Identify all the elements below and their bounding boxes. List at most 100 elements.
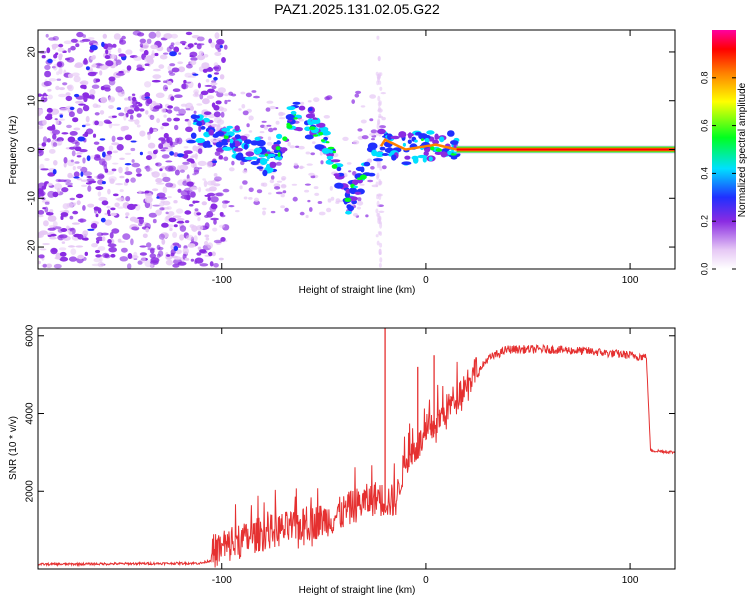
spectral-blob bbox=[227, 99, 231, 102]
spectral-blob bbox=[371, 149, 378, 157]
spectral-blob bbox=[226, 125, 233, 129]
spectral-blob bbox=[76, 178, 83, 181]
spectral-blob bbox=[40, 168, 49, 171]
spectral-blob bbox=[84, 251, 89, 256]
spectral-blob bbox=[204, 222, 210, 230]
spectral-blob bbox=[174, 41, 181, 46]
spectral-blob bbox=[170, 96, 175, 101]
spectral-blob bbox=[318, 131, 324, 136]
spectral-blob bbox=[377, 215, 381, 221]
spectral-blob bbox=[214, 176, 222, 182]
spectral-blob bbox=[131, 162, 141, 168]
spectral-blob bbox=[187, 75, 197, 78]
spectral-blob bbox=[309, 207, 313, 212]
spectral-blob bbox=[248, 130, 253, 133]
spectral-blob bbox=[76, 165, 82, 170]
spectral-blob bbox=[211, 203, 216, 207]
spectral-blob bbox=[305, 113, 315, 119]
spectral-blob bbox=[327, 198, 332, 203]
colorbar-tick-label: 0.0 bbox=[699, 263, 709, 276]
spectral-blob bbox=[137, 216, 145, 220]
spectral-blob bbox=[233, 140, 241, 147]
spectral-blob bbox=[152, 74, 162, 79]
spectral-blob bbox=[38, 143, 42, 146]
spectral-blob bbox=[39, 248, 47, 251]
spectral-blob bbox=[71, 222, 80, 225]
spectral-blob bbox=[245, 92, 252, 98]
spectral-blob bbox=[54, 118, 58, 121]
spectral-blob bbox=[73, 171, 80, 178]
spectral-blob bbox=[242, 169, 248, 174]
spectral-blob bbox=[197, 231, 202, 236]
spectral-blob bbox=[144, 190, 150, 194]
spectral-blob bbox=[332, 153, 339, 158]
spectral-blob bbox=[58, 53, 63, 58]
spectral-blob bbox=[98, 196, 108, 202]
spectral-blob bbox=[58, 43, 64, 48]
x-tick-label: -100 bbox=[212, 575, 232, 586]
spectral-blob bbox=[204, 84, 213, 87]
spectral-blob bbox=[231, 160, 235, 166]
spectral-blob bbox=[292, 101, 301, 105]
spectral-blob bbox=[42, 263, 47, 268]
spectral-blob bbox=[173, 245, 179, 251]
spectral-blob bbox=[378, 106, 381, 112]
spectral-blob bbox=[276, 140, 281, 145]
spectral-blob bbox=[222, 146, 233, 151]
spectral-blob bbox=[353, 185, 358, 189]
spectral-blob bbox=[215, 147, 225, 152]
spectral-blob bbox=[190, 114, 198, 120]
spectral-blob bbox=[112, 193, 119, 197]
spectral-blob bbox=[99, 110, 105, 115]
spectral-blob bbox=[165, 259, 173, 266]
spectral-blob bbox=[286, 122, 291, 127]
spectral-blob bbox=[407, 139, 412, 145]
spectral-blob bbox=[116, 136, 124, 141]
spectral-blob bbox=[370, 129, 378, 134]
spectral-blob bbox=[163, 114, 167, 118]
spectral-blob bbox=[93, 206, 100, 211]
spectral-blob bbox=[376, 174, 379, 180]
spectral-blob bbox=[193, 235, 198, 242]
spectral-blob bbox=[155, 162, 162, 167]
spectral-blob bbox=[85, 66, 90, 71]
spectral-blob bbox=[274, 155, 283, 161]
spectral-blob bbox=[111, 228, 120, 234]
spectral-blob bbox=[76, 151, 83, 155]
spectral-blob bbox=[266, 141, 273, 146]
spectral-blob bbox=[210, 82, 218, 86]
spectral-blob bbox=[155, 182, 165, 185]
spectral-blob bbox=[177, 188, 182, 193]
spectral-blob bbox=[159, 207, 165, 211]
spectral-blob bbox=[166, 137, 170, 144]
spectral-blob bbox=[115, 86, 123, 93]
spectral-blob bbox=[173, 106, 180, 112]
spectral-blob bbox=[104, 87, 111, 92]
spectral-blob bbox=[398, 131, 407, 138]
spectral-blob bbox=[367, 179, 374, 183]
spectral-blob bbox=[211, 85, 217, 90]
spectral-blob bbox=[285, 114, 295, 121]
spectral-blob bbox=[41, 142, 47, 147]
spectral-blob bbox=[204, 240, 209, 246]
spectral-blob bbox=[82, 59, 89, 65]
spectral-blob bbox=[148, 212, 158, 218]
spectral-blob bbox=[74, 93, 80, 98]
spectral-blob bbox=[291, 183, 298, 186]
spectral-blob bbox=[139, 252, 147, 256]
spectral-blob bbox=[219, 74, 225, 80]
spectral-blob bbox=[207, 196, 211, 202]
spectral-blob bbox=[160, 126, 164, 130]
spectral-blob bbox=[256, 189, 263, 194]
spectral-blob bbox=[198, 125, 202, 133]
spectral-blob bbox=[187, 43, 194, 48]
spectral-blob bbox=[51, 43, 60, 49]
spectral-blob bbox=[47, 215, 57, 222]
spectral-blob bbox=[378, 262, 382, 268]
spectral-blob bbox=[159, 54, 168, 60]
spectral-blob bbox=[323, 115, 330, 119]
spectral-blob bbox=[97, 191, 102, 197]
spectral-blob bbox=[108, 145, 114, 152]
spectral-blob bbox=[116, 144, 124, 151]
spectral-blob bbox=[377, 118, 381, 125]
